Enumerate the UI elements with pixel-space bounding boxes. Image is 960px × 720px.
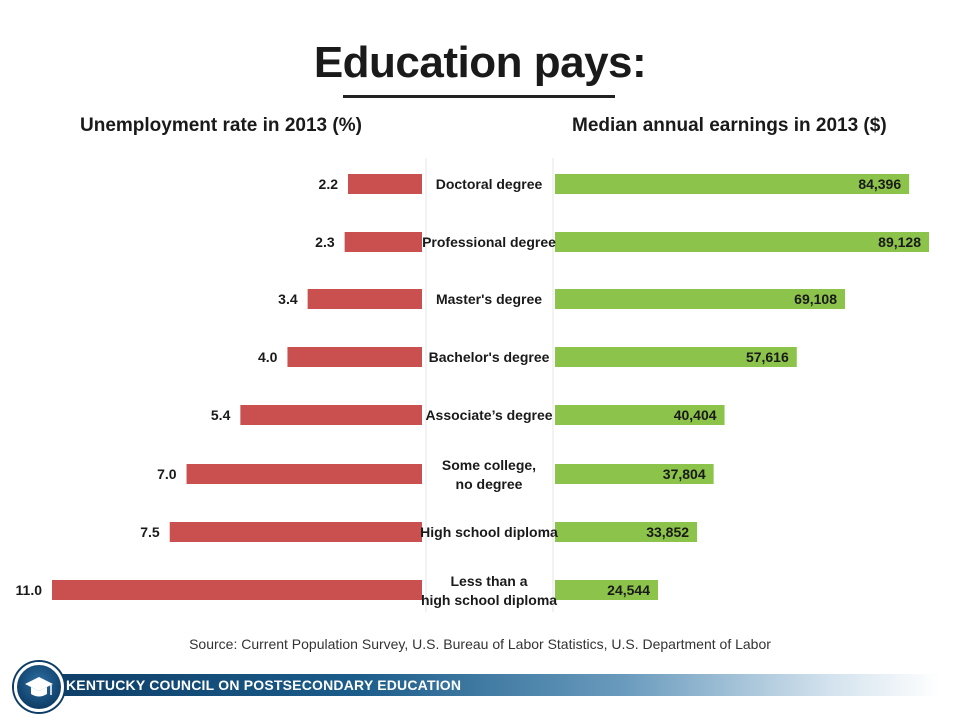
category-label-7-0: Less than a: [450, 573, 527, 589]
graduation-cap-icon: [14, 662, 64, 712]
unemployment-value-7: 11.0: [16, 582, 43, 598]
unemployment-bar-5: [186, 464, 422, 484]
earnings-bar-1: [555, 232, 929, 252]
unemployment-value-1: 2.3: [315, 234, 335, 250]
category-label-7-1: high school diploma: [421, 592, 557, 608]
unemployment-value-2: 3.4: [278, 291, 298, 307]
category-label-0: Doctoral degree: [436, 176, 543, 192]
unemployment-value-4: 5.4: [211, 407, 231, 423]
source-note: Source: Current Population Survey, U.S. …: [189, 636, 771, 652]
unemployment-value-6: 7.5: [140, 524, 160, 540]
education-pays-chart: 2.2 84,396 Doctoral degree 2.3 89,128 Profess…: [16, 158, 929, 612]
category-label-5-0: Some college,: [442, 457, 536, 473]
category-label-5-1: no degree: [456, 476, 523, 492]
earnings-value-1: 89,128: [878, 234, 921, 250]
unemployment-value-0: 2.2: [319, 176, 339, 192]
unemployment-bar-4: [240, 405, 422, 425]
unemployment-bar-6: [169, 522, 422, 542]
unemployment-bar-3: [287, 347, 422, 367]
earnings-value-4: 40,404: [674, 407, 717, 423]
earnings-value-0: 84,396: [858, 176, 901, 192]
category-label-1: Professional degree: [422, 234, 556, 250]
earnings-value-7: 24,544: [607, 582, 650, 598]
unemployment-bar-0: [348, 174, 422, 194]
footer-org-name: KENTUCKY COUNCIL ON POSTSECONDARY EDUCAT…: [66, 677, 462, 693]
earnings-bar-3: [555, 347, 797, 367]
earnings-value-6: 33,852: [646, 524, 689, 540]
earnings-bar-6: [555, 522, 698, 542]
category-label-2: Master's degree: [436, 291, 542, 307]
footer-bar: [40, 674, 940, 696]
earnings-value-3: 57,616: [746, 349, 789, 365]
unemployment-bar-2: [307, 289, 422, 309]
category-label-4: Associate’s degree: [425, 407, 552, 423]
unemployment-bar-7: [52, 580, 422, 600]
category-label-6: High school diploma: [420, 524, 558, 540]
title-underline: [343, 95, 615, 98]
earnings-value-2: 69,108: [794, 291, 837, 307]
unemployment-bar-1: [344, 232, 422, 252]
unemployment-panel-title: Unemployment rate in 2013 (%): [80, 115, 362, 136]
earnings-bar-0: [555, 174, 910, 194]
earnings-bar-4: [555, 405, 725, 425]
unemployment-value-3: 4.0: [258, 349, 278, 365]
earnings-bar-7: [555, 580, 658, 600]
chart-title: Education pays:: [313, 38, 647, 87]
earnings-bar-2: [555, 289, 845, 309]
earnings-bar-5: [555, 464, 714, 484]
category-label-3: Bachelor's degree: [429, 349, 550, 365]
earnings-panel-title: Median annual earnings in 2013 ($): [572, 115, 887, 136]
earnings-value-5: 37,804: [663, 466, 706, 482]
unemployment-value-5: 7.0: [157, 466, 177, 482]
